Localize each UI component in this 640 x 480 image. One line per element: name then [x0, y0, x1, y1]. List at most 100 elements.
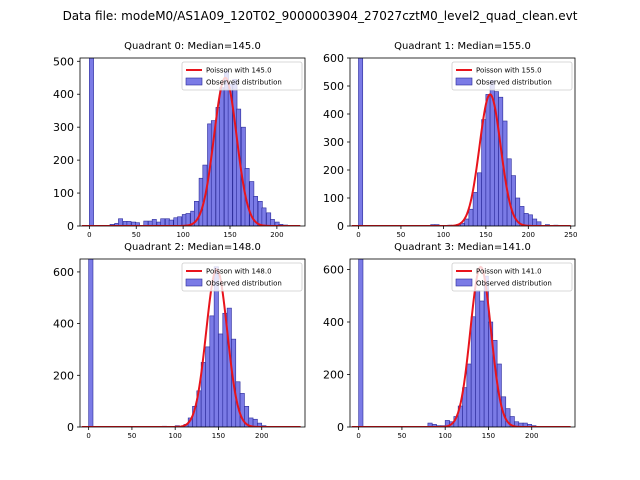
- y-tick-label: 400: [323, 316, 344, 329]
- x-tick-label: 200: [255, 432, 268, 440]
- histogram-bar: [205, 346, 211, 427]
- legend-box: [451, 61, 573, 91]
- histogram-bar: [118, 218, 123, 226]
- x-tick-label: 0: [356, 231, 360, 239]
- x-tick-label: 0: [87, 231, 91, 239]
- y-tick-label: 300: [323, 136, 344, 149]
- x-tick-label: 100: [439, 432, 452, 440]
- figure-title: Data file: modeM0/AS1A09_120T02_90000039…: [63, 9, 578, 23]
- x-tick-label: 50: [127, 432, 136, 440]
- y-tick-label: 400: [53, 318, 74, 331]
- histogram-bar: [177, 216, 183, 226]
- x-tick-label: 0: [356, 432, 360, 440]
- histogram-bar: [358, 58, 364, 226]
- histogram-bar: [528, 214, 533, 226]
- panel-quadrant-2: Quadrant 2: Median=148.0 0 50 100 150 200 0 200…: [53, 242, 306, 440]
- histogram-bar: [219, 87, 225, 226]
- y-tick-label: 200: [323, 164, 344, 177]
- legend-bar-label: Observed distribution: [206, 79, 282, 87]
- legend-curve-label: Poisson with 145.0: [206, 67, 272, 75]
- legend-bar-swatch: [455, 278, 473, 287]
- plot-area: [81, 259, 301, 427]
- axes-frame: [349, 258, 576, 428]
- legend-box: [181, 262, 303, 292]
- panel-title: Quadrant 1: Median=155.0: [394, 41, 531, 52]
- x-tick-label: 100: [169, 432, 182, 440]
- panel-quadrant-0: Quadrant 0: Median=145.0 0 50 100 150 200 0 100…: [53, 41, 306, 239]
- x-tick-label: 250: [564, 231, 577, 239]
- y-tick-label: 200: [53, 154, 74, 167]
- panel-quadrant-3: Quadrant 3: Median=141.0 0 50 100 150 200 0 200…: [323, 242, 576, 440]
- panel-title: Quadrant 3: Median=141.0: [394, 242, 531, 253]
- legend: Poisson with 141.0 Observed distribution: [451, 262, 573, 292]
- histogram-bar: [218, 333, 224, 427]
- panel-title: Quadrant 2: Median=148.0: [124, 242, 261, 253]
- axes-frame: [79, 57, 306, 227]
- x-tick-label: 50: [397, 432, 406, 440]
- legend-bar-label: Observed distribution: [206, 280, 282, 288]
- y-tick-label: 100: [323, 192, 344, 205]
- x-tick-label: 200: [522, 231, 535, 239]
- histogram-bar: [532, 218, 538, 226]
- histogram-bar: [466, 363, 472, 427]
- x-tick-label: 150: [212, 432, 225, 440]
- legend-bar-swatch: [185, 278, 203, 287]
- histogram-bar: [468, 208, 474, 226]
- y-tick-label: 400: [53, 88, 74, 101]
- x-tick-label: 150: [482, 432, 495, 440]
- histogram-bar: [477, 172, 482, 226]
- legend-curve-label: Poisson with 141.0: [476, 268, 542, 276]
- poisson-curve: [351, 265, 571, 427]
- y-tick-label: 200: [323, 369, 344, 382]
- plot-area: [81, 58, 301, 226]
- axes-frame: [79, 258, 306, 428]
- histogram-bar: [481, 119, 487, 226]
- histogram-bar: [210, 120, 216, 226]
- panel-title: Quadrant 0: Median=145.0: [124, 41, 261, 52]
- legend-curve-label: Poisson with 148.0: [206, 268, 272, 276]
- histogram-bar: [358, 259, 364, 427]
- y-tick-label: 600: [53, 266, 74, 279]
- legend-bar-swatch: [455, 77, 473, 86]
- histogram-bar: [257, 422, 263, 427]
- y-tick-label: 0: [337, 421, 344, 434]
- histogram-bar: [160, 218, 166, 226]
- x-tick-label: 200: [525, 432, 538, 440]
- histogram-bar: [261, 207, 267, 226]
- plot-area: [351, 259, 571, 427]
- legend: Poisson with 155.0 Observed distribution: [451, 61, 573, 91]
- histogram-bar: [89, 58, 94, 226]
- y-tick-label: 500: [323, 80, 344, 93]
- histogram-bar: [135, 222, 140, 226]
- legend: Poisson with 145.0 Observed distribution: [181, 61, 303, 91]
- x-tick-label: 150: [479, 231, 492, 239]
- y-tick-label: 200: [53, 369, 74, 382]
- x-tick-label: 200: [270, 231, 283, 239]
- histogram-bar: [244, 406, 250, 427]
- histogram-bar: [523, 213, 529, 226]
- legend: Poisson with 148.0 Observed distribution: [181, 262, 303, 292]
- y-tick-label: 0: [67, 220, 74, 233]
- legend-box: [451, 262, 573, 292]
- x-tick-label: 100: [437, 231, 450, 239]
- x-tick-label: 100: [176, 231, 189, 239]
- y-tick-label: 400: [323, 108, 344, 121]
- y-tick-label: 300: [53, 121, 74, 134]
- y-tick-label: 500: [53, 55, 74, 68]
- x-tick-label: 50: [132, 231, 141, 239]
- panel-quadrant-1: Quadrant 1: Median=155.0 0 50 100 150 200 250 0…: [323, 41, 577, 239]
- x-tick-label: 0: [86, 432, 90, 440]
- histogram-bar: [472, 192, 478, 226]
- legend-curve-label: Poisson with 155.0: [476, 67, 542, 75]
- y-tick-label: 0: [337, 220, 344, 233]
- histogram-bar: [536, 221, 542, 226]
- x-tick-label: 150: [223, 231, 236, 239]
- legend-bar-label: Observed distribution: [476, 280, 552, 288]
- histogram-bar: [209, 315, 215, 427]
- histogram-bar: [475, 290, 481, 427]
- histogram-bar: [464, 218, 470, 226]
- legend-box: [181, 61, 303, 91]
- histogram-bar: [88, 259, 94, 427]
- histogram-bar: [479, 300, 485, 427]
